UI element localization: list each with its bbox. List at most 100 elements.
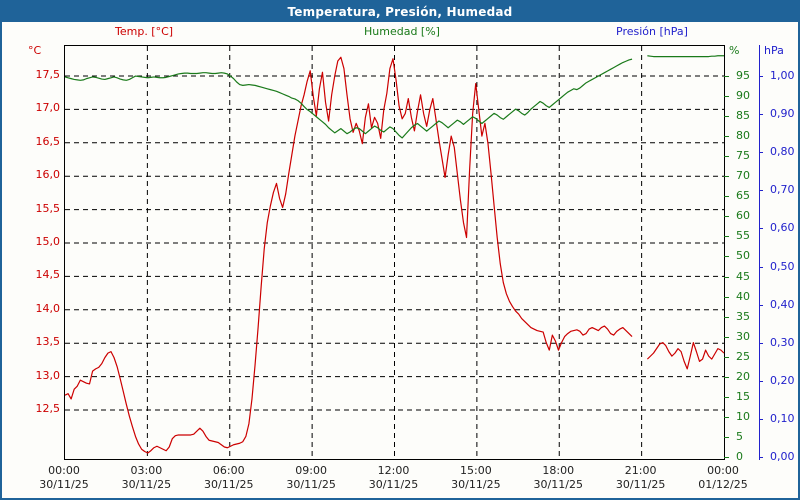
plot-area xyxy=(64,45,725,460)
time-tick-label: 06:00 30/11/25 xyxy=(204,464,254,491)
humidity-tick-label: 85 xyxy=(736,109,750,123)
pressure-tick-label: 0,90 xyxy=(770,107,795,121)
humidity-tick xyxy=(724,116,729,118)
temperature-tick-label: 15,0 xyxy=(35,235,61,248)
humidity-tick xyxy=(724,76,729,77)
pressure-tick-label: 0,30 xyxy=(770,335,795,349)
pressure-tick xyxy=(759,418,763,420)
pressure-tick xyxy=(759,228,763,230)
temperature-tick-label: 14,5 xyxy=(35,268,61,282)
pressure-tick xyxy=(759,457,763,458)
pressure-tick-label: 1,00 xyxy=(770,69,795,82)
humidity-tick-label: 35 xyxy=(736,309,750,323)
humidity-tick-label: 90 xyxy=(736,89,750,103)
humidity-tick xyxy=(724,156,729,158)
temperature-tick-label: 12,5 xyxy=(35,402,61,415)
humidity-axis-unit: % xyxy=(729,44,740,57)
humidity-tick-label: 15 xyxy=(736,389,750,403)
humidity-tick xyxy=(724,196,729,198)
temperature-line xyxy=(646,342,725,370)
pressure-tick xyxy=(759,114,763,116)
pressure-axis-unit: hPa xyxy=(764,44,784,57)
time-tick-label: 12:00 30/11/25 xyxy=(368,464,419,491)
humidity-tick-label: 75 xyxy=(736,149,750,163)
pressure-tick-label: 0,60 xyxy=(770,221,795,235)
humidity-tick xyxy=(724,336,729,338)
humidity-tick xyxy=(724,396,729,398)
humidity-tick xyxy=(724,376,729,378)
humidity-tick-label: 45 xyxy=(736,269,750,283)
pressure-tick-label: 0,50 xyxy=(770,259,795,273)
humidity-tick-label: 30 xyxy=(736,329,750,343)
legend-item-temperature: Temp. [°C] xyxy=(115,25,174,38)
pressure-tick-label: 0,70 xyxy=(770,183,795,197)
series-lines xyxy=(64,55,725,454)
humidity-tick xyxy=(724,136,729,138)
pressure-tick xyxy=(759,266,763,268)
legend-item-pressure: Presión [hPa] xyxy=(616,25,688,38)
pressure-tick xyxy=(759,380,763,382)
humidity-tick-label: 65 xyxy=(736,189,750,203)
temperature-tick-label: 15,5 xyxy=(35,201,61,215)
humidity-tick xyxy=(724,256,729,258)
legend-item-humidity: Humedad [%] xyxy=(364,25,440,38)
humidity-tick xyxy=(724,416,729,418)
pressure-axis-line xyxy=(759,45,760,460)
humidity-tick-label: 55 xyxy=(736,229,750,243)
pressure-tick xyxy=(759,342,763,344)
time-tick-label: 21:00 30/11/25 xyxy=(615,464,666,491)
humidity-tick xyxy=(724,436,729,438)
window-title: Temperatura, Presión, Humedad xyxy=(2,2,798,22)
humidity-tick-label: 50 xyxy=(736,249,750,263)
time-tick-label: 00:00 30/11/25 xyxy=(39,464,89,491)
temperature-tick-label: 16,5 xyxy=(35,134,61,148)
humidity-tick-label: 60 xyxy=(736,209,750,223)
humidity-tick-label: 70 xyxy=(736,169,750,183)
humidity-tick xyxy=(724,276,729,278)
humidity-axis: 95 90 85 80 75 70 65 60 55 50 45 40 35 30 25 20 15 10 5 0 xyxy=(728,45,758,463)
temperature-axis: 17,5 17,0 16,5 16,0 15,5 15,0 14,5 14,0 13,5 13,0… xyxy=(2,45,61,460)
temperature-line xyxy=(64,56,633,454)
humidity-tick xyxy=(724,356,729,358)
humidity-tick-label: 80 xyxy=(736,129,750,143)
humidity-tick-label: 10 xyxy=(736,409,750,423)
pressure-tick xyxy=(759,76,763,77)
grid-lines xyxy=(65,46,724,459)
pressure-tick-label: 0,00 xyxy=(770,450,795,463)
temperature-tick-label: 17,5 xyxy=(35,68,61,81)
humidity-tick-label: 25 xyxy=(736,349,750,363)
humidity-tick xyxy=(724,96,729,98)
pressure-tick xyxy=(759,152,763,154)
humidity-tick-label: 5 xyxy=(736,429,743,443)
time-axis: 00:00 30/11/25 03:00 30/11/25 06:00 30/11/25 0… xyxy=(2,464,798,498)
temperature-tick-label: 14,0 xyxy=(35,301,61,315)
pressure-tick-label: 0,10 xyxy=(770,411,795,425)
time-tick-label: 09:00 30/11/25 xyxy=(286,464,336,491)
time-tick-label: 00:00 01/12/25 xyxy=(698,464,748,491)
temperature-axis-unit: °C xyxy=(28,44,42,57)
humidity-tick-label: 95 xyxy=(736,69,750,82)
humidity-tick xyxy=(724,296,729,298)
time-tick-label: 03:00 30/11/25 xyxy=(121,464,172,491)
pressure-tick-label: 0,80 xyxy=(770,145,795,159)
humidity-line xyxy=(647,55,724,58)
pressure-tick-label: 0,20 xyxy=(770,373,795,387)
humidity-tick-label: 40 xyxy=(736,289,750,303)
humidity-tick xyxy=(724,316,729,318)
humidity-line xyxy=(64,58,633,139)
time-tick-label: 15:00 30/11/25 xyxy=(451,464,501,491)
temperature-tick-label: 13,5 xyxy=(35,335,61,349)
humidity-tick xyxy=(724,236,729,238)
time-tick-label: 18:00 30/11/25 xyxy=(533,464,583,491)
temperature-tick-label: 13,0 xyxy=(35,368,61,382)
humidity-tick-label: 20 xyxy=(736,369,750,383)
humidity-tick xyxy=(724,176,729,178)
humidity-tick xyxy=(724,216,729,218)
pressure-axis: 1,00 0,90 0,80 0,70 0,60 0,50 0,40 0,30 0,20 0,10… xyxy=(763,45,798,463)
humidity-tick xyxy=(724,457,729,458)
pressure-tick xyxy=(759,190,763,192)
pressure-tick-label: 0,40 xyxy=(770,297,795,311)
pressure-tick xyxy=(759,304,763,306)
humidity-tick-label: 0 xyxy=(736,450,743,463)
